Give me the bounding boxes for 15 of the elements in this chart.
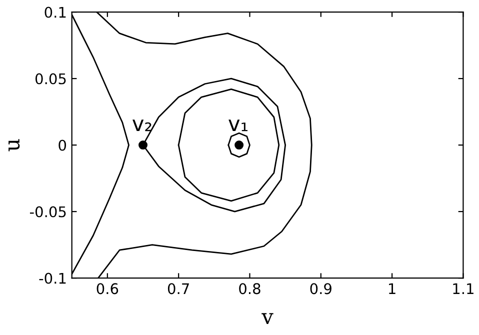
x-tick-label: 0.6 xyxy=(96,283,118,294)
x-tick-label: 0.9 xyxy=(310,283,332,294)
annotation: v₂ xyxy=(132,120,152,132)
x-tick-label: 0.7 xyxy=(168,283,189,294)
y-tick-label: 0.1 xyxy=(44,6,66,18)
y-axis-title: u xyxy=(8,139,20,152)
y-tick-label: -0.05 xyxy=(30,206,66,218)
y-tick-label: 0.05 xyxy=(35,73,66,84)
y-tick-label: -0.1 xyxy=(39,272,66,284)
x-axis-title: v xyxy=(262,313,274,324)
x-tick-label: 1.1 xyxy=(453,283,474,294)
x-tick-label: 0.8 xyxy=(239,283,260,294)
x-tick-label: 1 xyxy=(389,283,396,294)
y-tick-label: 0 xyxy=(58,140,66,151)
annotation: v₁ xyxy=(228,120,248,132)
